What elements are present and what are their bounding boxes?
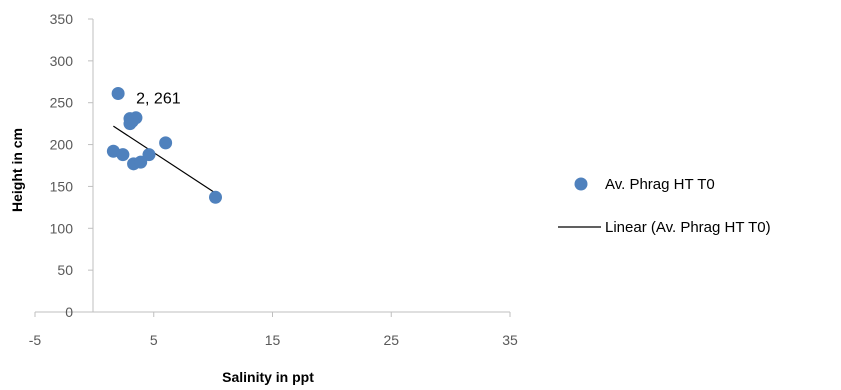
y-tick-label: 0 — [65, 304, 73, 320]
data-point — [159, 136, 173, 150]
y-tick-label: 50 — [57, 262, 73, 278]
x-tick-label: 25 — [383, 332, 399, 348]
legend: Av. Phrag HT T0 Linear (Av. Phrag HT T0) — [558, 176, 771, 236]
data-point — [123, 117, 137, 131]
y-axis-ticks: 0 50 100 150 200 250 300 350 — [50, 11, 93, 320]
y-tick-label: 300 — [50, 53, 74, 69]
trendline — [113, 125, 216, 194]
data-point — [142, 148, 156, 162]
y-tick-label: 250 — [50, 95, 74, 111]
legend-trendline-label: Linear (Av. Phrag HT T0) — [605, 219, 771, 236]
data-point — [116, 148, 130, 162]
x-tick-label: 35 — [502, 332, 518, 348]
data-point — [209, 190, 222, 204]
x-tick-label: 15 — [265, 332, 281, 348]
data-annotations: 2, 261 — [136, 91, 181, 108]
y-tick-label: 200 — [50, 137, 74, 153]
data-label: 2, 261 — [136, 91, 181, 108]
data-points — [106, 87, 222, 204]
y-tick-label: 350 — [50, 11, 74, 27]
legend-series-label: Av. Phrag HT T0 — [605, 176, 715, 193]
legend-marker-icon — [574, 177, 588, 191]
x-tick-label: -5 — [29, 332, 42, 348]
x-axis-title: Salinity in ppt — [222, 369, 314, 385]
plot-area: 0 50 100 150 200 250 300 350 -5 5 15 25 35 2, 261 — [29, 11, 518, 348]
data-point — [111, 87, 125, 101]
data-point — [134, 155, 148, 169]
y-tick-label: 150 — [50, 178, 74, 194]
y-axis-title: Height in cm — [9, 128, 25, 212]
x-axis-ticks: -5 5 15 25 35 — [29, 312, 518, 348]
y-tick-label: 100 — [50, 220, 74, 236]
x-tick-label: 5 — [150, 332, 158, 348]
